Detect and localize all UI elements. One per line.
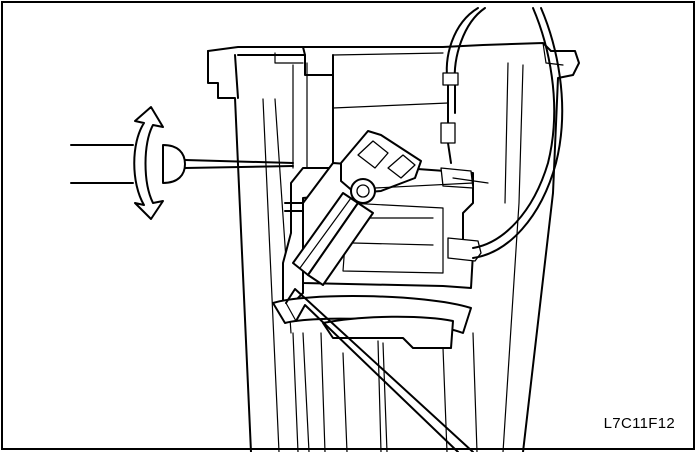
pump-bracket [272,162,489,452]
figure-code-label: L7C11F12 [603,415,675,432]
technical-drawing [70,7,580,452]
sender-arm [285,130,474,452]
hoses [440,7,564,259]
screwdriver-icon [70,144,294,184]
rotate-arrow-icon [133,106,164,220]
tank-housing [207,42,580,452]
